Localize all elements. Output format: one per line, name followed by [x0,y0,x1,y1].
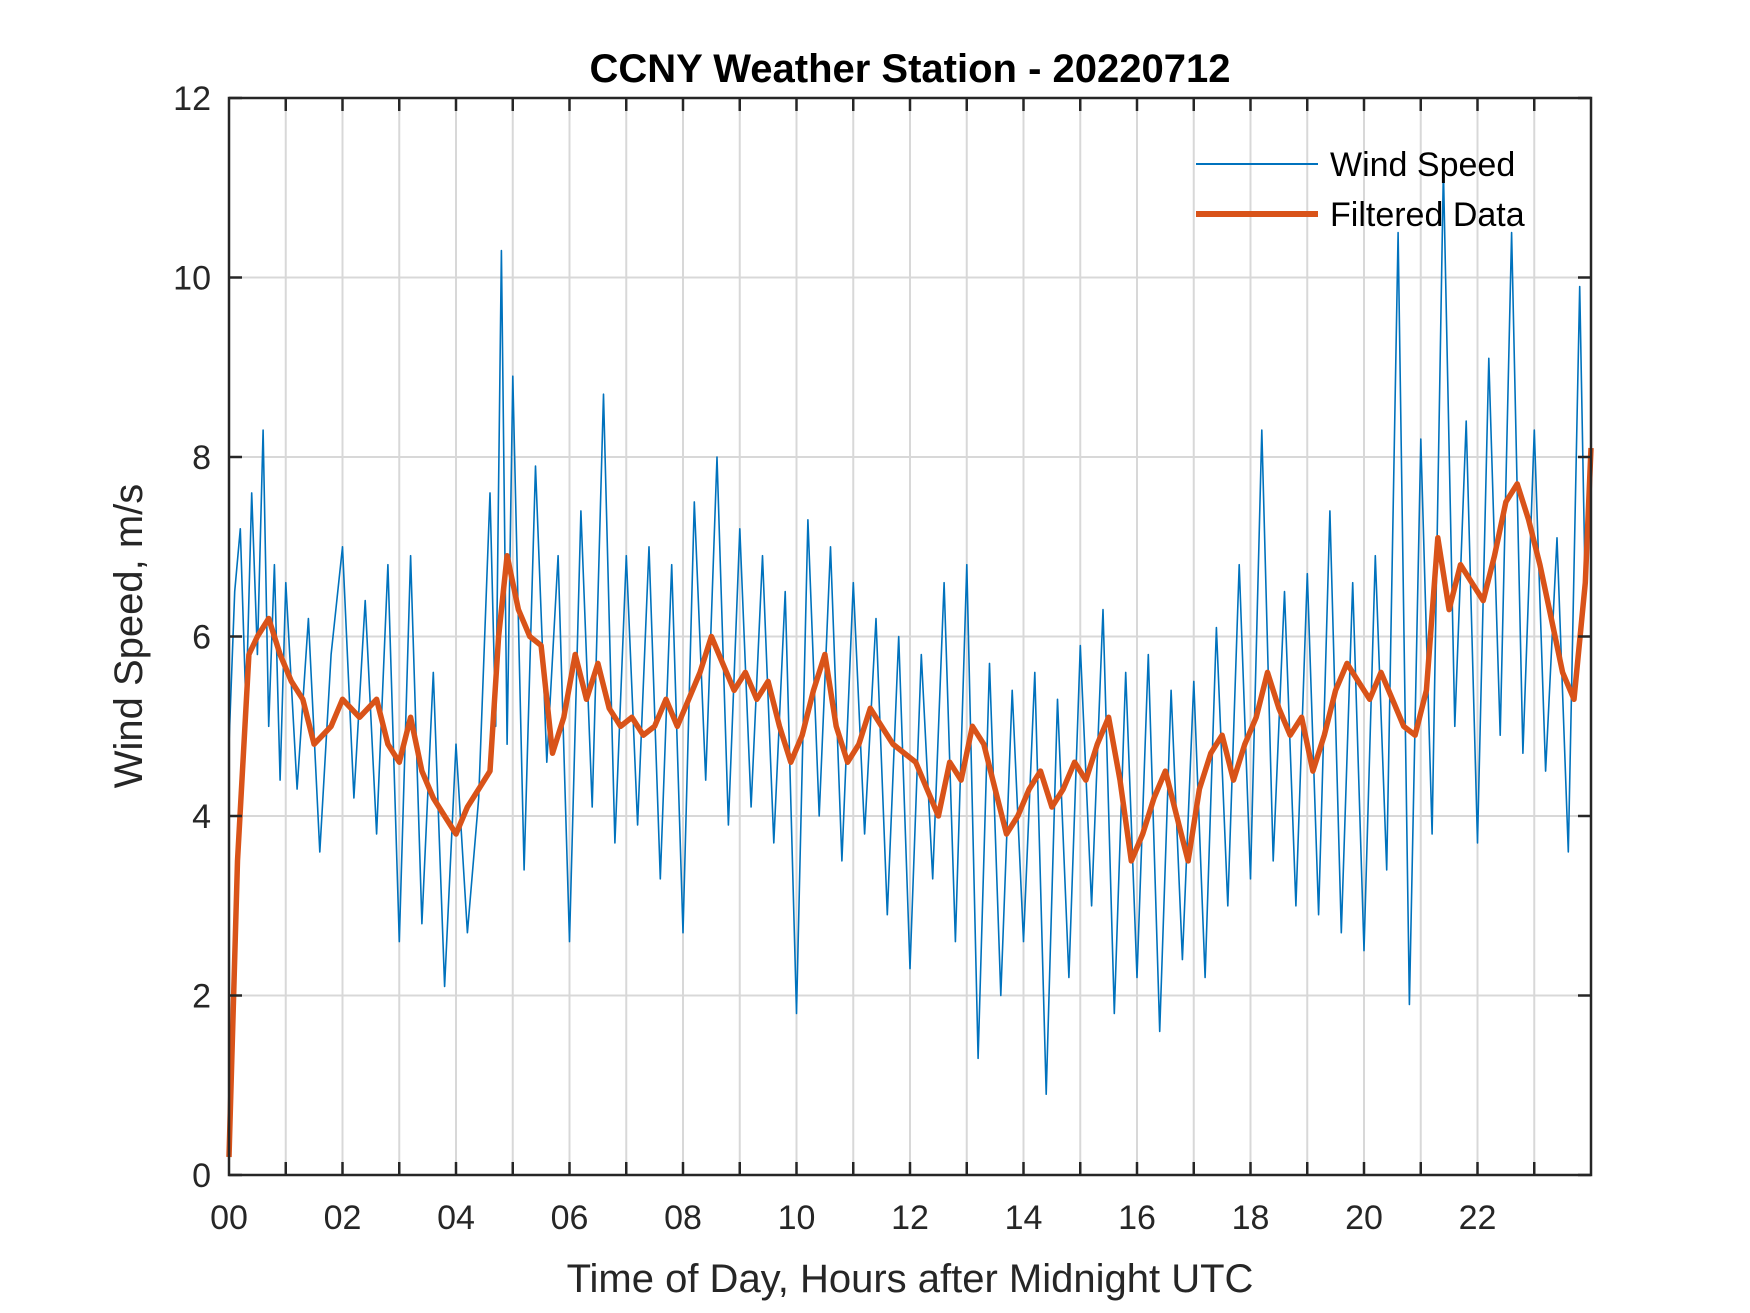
y-tick-label: 12 [173,80,211,118]
plot-series [226,169,1594,1158]
y-tick-label: 0 [192,1157,211,1195]
y-tick-label: 4 [192,798,211,836]
legend-label-wind-speed: Wind Speed [1330,146,1515,184]
x-tick-label: 20 [1345,1199,1383,1237]
legend: Wind Speed Filtered Data [1196,146,1525,234]
y-tick-label: 2 [192,978,211,1016]
x-tick-label: 12 [891,1199,929,1237]
x-tick-label: 00 [210,1199,248,1237]
y-axis-label: Wind Speed, m/s [107,484,151,789]
legend-label-filtered-data: Filtered Data [1330,196,1525,234]
wind-speed-line [228,169,1587,1095]
y-tick-label: 10 [173,260,211,298]
x-tick-label: 08 [664,1199,702,1237]
chart-title: CCNY Weather Station - 20220712 [590,47,1231,91]
grid [229,98,1591,1175]
x-tick-label: 04 [437,1199,475,1237]
x-tick-label: 06 [551,1199,589,1237]
x-axis-label: Time of Day, Hours after Midnight UTC [567,1257,1254,1301]
x-tick-label: 14 [1005,1199,1043,1237]
x-tick-label: 16 [1118,1199,1156,1237]
x-tick-label: 02 [324,1199,362,1237]
x-tick-label: 22 [1459,1199,1497,1237]
x-tick-label: 18 [1232,1199,1270,1237]
x-tick-label: 10 [778,1199,816,1237]
y-tick-label: 6 [192,619,211,657]
y-tick-label: 8 [192,439,211,477]
filtered-data-line [226,447,1594,1158]
